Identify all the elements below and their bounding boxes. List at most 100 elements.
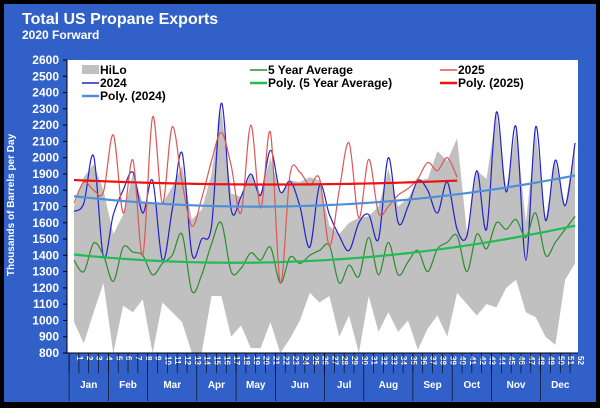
legend-label-poly-5-year-average: Poly. (5 Year Average) [268, 76, 392, 90]
y-tick-label: 1800 [32, 183, 59, 197]
month-label: Apr [208, 380, 225, 391]
x-tick-label: 36 [419, 356, 428, 365]
y-tick-label: 800 [39, 346, 59, 360]
month-label: Oct [464, 380, 481, 391]
month-label: Nov [507, 380, 526, 391]
series-line-2024 [73, 102, 576, 261]
month-label: May [246, 380, 266, 391]
x-tick-label: 44 [497, 356, 506, 365]
x-tick-label: 9 [154, 356, 163, 361]
month-label: Jun [291, 380, 309, 391]
x-tick-label: 27 [330, 356, 339, 365]
x-tick-label: 31 [370, 356, 379, 365]
x-tick-label: 10 [163, 356, 172, 365]
y-tick-label: 2100 [32, 134, 59, 148]
series-line-5-year-average [73, 212, 576, 294]
x-tick-label: 23 [291, 356, 300, 365]
legend-swatch-hilo [82, 65, 99, 74]
x-tick-label: 50 [556, 356, 565, 365]
x-tick-label: 51 [566, 356, 575, 365]
x-tick-label: 47 [527, 356, 536, 365]
trendline-poly-2025 [73, 178, 458, 186]
x-tick-label: 25 [311, 356, 320, 365]
x-tick-label: 52 [576, 356, 585, 365]
y-tick-label: 1500 [32, 232, 59, 246]
series-line-2025 [73, 116, 458, 284]
trendline-poly-5-year-average [73, 224, 576, 264]
x-tick-label: 16 [222, 356, 231, 365]
x-tick-label: 4 [104, 356, 113, 361]
x-tick-label: 20 [262, 356, 271, 365]
legend-label-5-year-average: 5 Year Average [268, 63, 353, 77]
legend: HiLo 5 Year Average 2025 2024 Poly. (5 Year … [82, 63, 524, 103]
y-tick-label: 2400 [32, 86, 59, 100]
y-tick-label: 1400 [32, 248, 59, 262]
month-label: Sep [423, 380, 441, 391]
y-tick-label: 1900 [32, 167, 59, 181]
x-tick-label: 33 [389, 356, 398, 365]
trendline-poly-2024 [73, 174, 576, 208]
x-tick-label: 35 [409, 356, 418, 365]
x-tick-label: 39 [448, 356, 457, 365]
x-tick-label: 37 [429, 356, 438, 365]
y-tick-label: 1000 [32, 313, 59, 327]
y-tick-label: 2600 [32, 53, 59, 67]
x-tick-label: 45 [507, 356, 516, 365]
x-tick-label: 46 [517, 356, 526, 365]
x-tick-label: 14 [203, 356, 212, 365]
x-tick-label: 40 [458, 356, 467, 365]
y-tick-label: 2000 [32, 151, 59, 165]
x-tick-label: 22 [281, 356, 290, 365]
legend-label-poly-2025: Poly. (2025) [458, 76, 524, 90]
hilo-band-group [74, 108, 575, 353]
x-tick-label: 21 [271, 356, 280, 365]
x-tick-label: 48 [537, 356, 546, 365]
x-tick-label: 42 [478, 356, 487, 365]
x-tick-label: 30 [360, 356, 369, 365]
x-tick-label: 17 [232, 356, 241, 365]
y-tick-label: 1600 [32, 216, 59, 230]
x-tick-label: 5 [114, 356, 123, 361]
x-tick-label: 34 [399, 356, 408, 365]
axes-group: 8009001000110012001300140015001600170018… [32, 53, 585, 401]
x-tick-label: 49 [547, 356, 556, 365]
y-tick-label: 1100 [33, 297, 59, 311]
x-tick-label: 12 [183, 356, 192, 365]
x-tick-label: 29 [350, 356, 359, 365]
series-group [73, 102, 576, 294]
month-label: Jan [80, 380, 97, 391]
month-label: Jul [337, 380, 352, 391]
x-tick-label: 15 [213, 356, 222, 365]
y-axis-label: Thousands of Barrels per Day [6, 133, 17, 276]
x-tick-label: 24 [301, 356, 310, 365]
chart-title: Total US Propane Exports [22, 11, 218, 28]
x-tick-label: 18 [242, 356, 251, 365]
x-tick-label: 28 [340, 356, 349, 365]
x-tick-label: 38 [438, 356, 447, 365]
legend-label-hilo: HiLo [100, 63, 127, 77]
month-label: Aug [379, 380, 398, 391]
x-tick-label: 7 [134, 356, 143, 361]
hilo-band [74, 108, 575, 353]
x-tick-label: 6 [124, 356, 133, 361]
y-tick-label: 900 [39, 330, 59, 344]
x-tick-label: 3 [95, 356, 104, 361]
legend-label-2024: 2024 [100, 76, 127, 90]
month-label: Dec [551, 380, 570, 391]
month-label: Feb [119, 380, 137, 391]
x-tick-label: 13 [193, 356, 202, 365]
x-tick-label: 11 [173, 356, 182, 365]
x-tick-label: 8 [144, 356, 153, 361]
x-tick-label: 32 [380, 356, 389, 365]
y-tick-label: 2300 [32, 102, 59, 116]
x-tick-label: 26 [321, 356, 330, 365]
x-tick-label: 1 [75, 356, 84, 361]
y-tick-label: 1200 [32, 281, 59, 295]
x-tick-label: 43 [488, 356, 497, 365]
y-tick-label: 2200 [32, 118, 59, 132]
legend-label-2025: 2025 [458, 63, 485, 77]
y-tick-label: 1700 [32, 200, 59, 214]
y-tick-label: 2500 [32, 69, 59, 83]
month-label: Mar [163, 380, 181, 391]
